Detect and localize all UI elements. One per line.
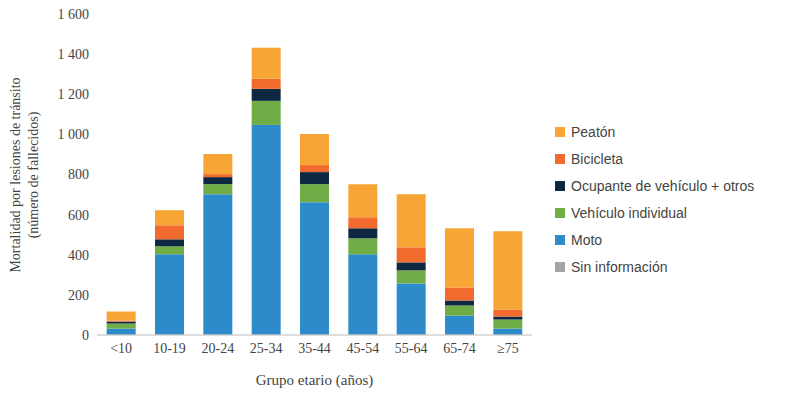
html-text:Moto: Moto [571, 231, 603, 248]
svg-text:10-19: 10-19 [153, 341, 186, 356]
svg-text:400: 400 [68, 248, 89, 263]
html-text:Bicicleta: Bicicleta [571, 150, 624, 167]
svg-text:≥75: ≥75 [497, 341, 519, 356]
svg-text:1 000: 1 000 [58, 127, 90, 142]
svg-text:25-34: 25-34 [250, 341, 283, 356]
svg-text:1 400: 1 400 [58, 47, 90, 62]
svg-text:55-64: 55-64 [395, 341, 428, 356]
html-text:Ocupante de vehículo + otros: Ocupante de vehículo + otros [571, 177, 755, 194]
html-text:Sin información: Sin información [571, 258, 668, 275]
svg-text:1 200: 1 200 [58, 87, 90, 102]
html-text:Vehículo individual: Vehículo individual [571, 204, 687, 221]
svg-text:200: 200 [68, 288, 89, 303]
svg-text:35-44: 35-44 [298, 341, 331, 356]
svg-text:Mortalidad por lesiones de trá: Mortalidad por lesiones de tránsito [8, 77, 23, 272]
html-text:Peatón: Peatón [571, 123, 616, 140]
svg-text:1 600: 1 600 [58, 7, 90, 22]
svg-text:65-74: 65-74 [443, 341, 476, 356]
svg-text:<10: <10 [110, 341, 132, 356]
svg-text:(número de fallecidos): (número de fallecidos) [26, 111, 42, 238]
svg-text:20-24: 20-24 [201, 341, 234, 356]
svg-text:0: 0 [82, 328, 89, 343]
svg-text:800: 800 [68, 167, 89, 182]
svg-text:Grupo etario (años): Grupo etario (años) [256, 372, 373, 389]
svg-text:45-54: 45-54 [346, 341, 379, 356]
svg-text:600: 600 [68, 208, 89, 223]
